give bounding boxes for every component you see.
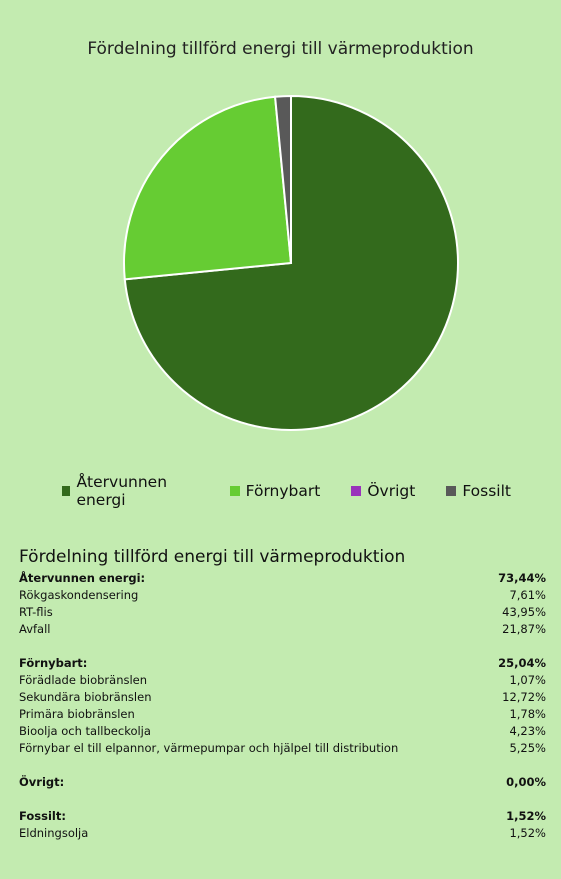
row-value: 43,95% <box>502 605 546 619</box>
legend-swatch <box>351 486 362 496</box>
legend-label: Fossilt <box>462 482 511 500</box>
row-spacer <box>19 638 546 655</box>
legend-label: Övrigt <box>367 482 416 500</box>
row-label: Förnybar el till elpannor, värmepumpar o… <box>19 741 399 755</box>
row-value: 0,00% <box>506 775 546 789</box>
legend-swatch <box>62 486 71 496</box>
row-value: 21,87% <box>502 622 546 636</box>
row-value: 5,25% <box>509 741 546 755</box>
table-row: Avfall 21,87% <box>19 621 546 638</box>
row-label: Förnybart: <box>19 656 88 670</box>
legend-label: Förnybart <box>245 482 321 500</box>
row-label: RT-flis <box>19 605 53 619</box>
row-label: Bioolja och tallbeckolja <box>19 724 151 738</box>
row-value: 1,52% <box>506 809 546 823</box>
row-label: Avfall <box>19 622 51 636</box>
pie-chart <box>123 94 459 431</box>
row-label: Primära biobränslen <box>19 707 135 721</box>
table-row: Eldningsolja 1,52% <box>19 825 546 842</box>
row-value: 1,78% <box>509 707 546 721</box>
row-label: Återvunnen energi: <box>19 571 146 585</box>
table-row: Rökgaskondensering 7,61% <box>19 587 546 604</box>
legend-swatch <box>446 486 457 496</box>
row-value: 1,07% <box>509 673 546 687</box>
row-value: 73,44% <box>498 571 546 585</box>
row-label: Förädlade biobränslen <box>19 673 148 687</box>
row-value: 1,52% <box>509 826 546 840</box>
pie-slice-2 <box>123 95 293 281</box>
legend-item: Förnybart <box>229 482 321 500</box>
row-spacer <box>19 757 546 774</box>
table-row: Förädlade biobränslen 1,07% <box>19 672 546 689</box>
chart-legend: Återvunnen energi Förnybart Övrigt Fossilt <box>62 473 542 509</box>
table-title: Fördelning tillförd energi till värmepro… <box>19 547 406 567</box>
legend-item: Övrigt <box>351 482 415 500</box>
row-spacer <box>19 791 546 808</box>
table-row: Förnybar el till elpannor, värmepumpar o… <box>19 740 546 757</box>
breakdown-table: Återvunnen energi: 73,44% Rökgaskondenseri… <box>19 570 546 842</box>
table-row: Bioolja och tallbeckolja 4,23% <box>19 723 546 740</box>
table-group-header: Återvunnen energi: 73,44% <box>19 570 546 587</box>
row-label: Rökgaskondensering <box>19 588 139 602</box>
table-group-header: Övrigt: 0,00% <box>19 774 546 791</box>
table-row: Sekundära biobränslen 12,72% <box>19 689 546 706</box>
legend-swatch <box>229 486 240 496</box>
legend-label: Återvunnen energi <box>76 473 168 509</box>
row-label: Fossilt: <box>19 809 66 823</box>
legend-item: Fossilt <box>446 482 511 500</box>
table-group-header: Fossilt: 1,52% <box>19 808 546 825</box>
row-value: 12,72% <box>502 690 546 704</box>
row-label: Sekundära biobränslen <box>19 690 152 704</box>
table-group-header: Förnybart: 25,04% <box>19 655 546 672</box>
row-label: Eldningsolja <box>19 826 89 840</box>
row-value: 7,61% <box>509 588 546 602</box>
table-row: RT-flis 43,95% <box>19 604 546 621</box>
chart-title: Fördelning tillförd energi till värmepro… <box>87 39 474 59</box>
legend-item: Återvunnen energi <box>62 473 199 509</box>
row-value: 25,04% <box>498 656 546 670</box>
row-label: Övrigt: <box>19 775 65 789</box>
row-value: 4,23% <box>509 724 546 738</box>
pie-slice-4 <box>273 94 292 264</box>
table-row: Primära biobränslen 1,78% <box>19 706 546 723</box>
